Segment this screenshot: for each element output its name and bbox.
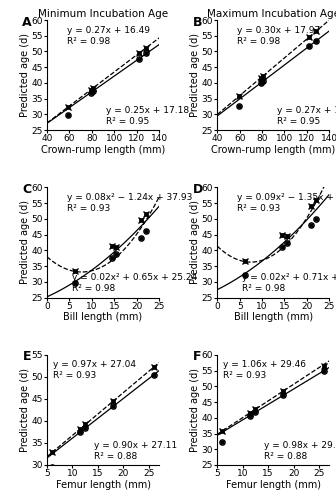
Text: y = 0.27x + 16.49: y = 0.27x + 16.49	[67, 26, 150, 35]
X-axis label: Femur length (mm): Femur length (mm)	[55, 480, 151, 490]
Text: B: B	[193, 16, 202, 28]
X-axis label: Crown-rump length (mm): Crown-rump length (mm)	[211, 144, 335, 154]
Text: y = 0.30x + 17.97: y = 0.30x + 17.97	[238, 26, 321, 35]
X-axis label: Bill length (mm): Bill length (mm)	[234, 312, 313, 322]
Text: R² = 0.88: R² = 0.88	[264, 452, 307, 461]
Text: A: A	[23, 16, 32, 28]
Text: y = 1.06x + 29.46: y = 1.06x + 29.46	[223, 360, 306, 370]
Y-axis label: Predicted age (d): Predicted age (d)	[20, 368, 30, 452]
Y-axis label: Predicted age (d): Predicted age (d)	[190, 368, 200, 452]
Text: R² = 0.95: R² = 0.95	[277, 117, 320, 126]
Title: Maximum Incubation Age: Maximum Incubation Age	[207, 9, 336, 19]
Text: R² = 0.98: R² = 0.98	[242, 284, 285, 294]
Text: R² = 0.98: R² = 0.98	[67, 36, 111, 46]
Text: R² = 0.93: R² = 0.93	[67, 204, 111, 213]
Y-axis label: Predicted age (d): Predicted age (d)	[190, 200, 200, 284]
Text: y = 0.97x + 27.04: y = 0.97x + 27.04	[53, 360, 136, 370]
Text: y = 0.90x + 27.11: y = 0.90x + 27.11	[94, 441, 177, 450]
Y-axis label: Predicted age (d): Predicted age (d)	[20, 200, 30, 284]
Text: R² = 0.95: R² = 0.95	[107, 117, 150, 126]
Text: F: F	[193, 350, 201, 364]
Text: R² = 0.98: R² = 0.98	[238, 36, 281, 46]
X-axis label: Crown-rump length (mm): Crown-rump length (mm)	[41, 144, 165, 154]
Text: C: C	[23, 183, 32, 196]
Text: E: E	[23, 350, 31, 364]
Text: y = 0.02x² + 0.71x + 27.51: y = 0.02x² + 0.71x + 27.51	[242, 274, 336, 282]
Text: y = 0.25x + 17.18: y = 0.25x + 17.18	[107, 106, 190, 115]
Text: R² = 0.93: R² = 0.93	[53, 372, 96, 380]
Title: Minimum Incubation Age: Minimum Incubation Age	[38, 9, 168, 19]
Y-axis label: Predicted age (d): Predicted age (d)	[190, 33, 200, 117]
Text: R² = 0.88: R² = 0.88	[94, 452, 137, 461]
Text: y = 0.08x² − 1.24x + 37.93: y = 0.08x² − 1.24x + 37.93	[67, 193, 193, 202]
Text: R² = 0.93: R² = 0.93	[238, 204, 281, 213]
Text: y = 0.98x + 29.55: y = 0.98x + 29.55	[264, 441, 336, 450]
Text: y = 0.02x² + 0.65x + 25.24: y = 0.02x² + 0.65x + 25.24	[72, 274, 197, 282]
X-axis label: Bill length (mm): Bill length (mm)	[64, 312, 142, 322]
Text: y = 0.27x + 18.72: y = 0.27x + 18.72	[277, 106, 336, 115]
Text: D: D	[193, 183, 203, 196]
X-axis label: Femur length (mm): Femur length (mm)	[226, 480, 321, 490]
Text: y = 0.09x² − 1.35x + 41.33: y = 0.09x² − 1.35x + 41.33	[238, 193, 336, 202]
Y-axis label: Predicted age (d): Predicted age (d)	[20, 33, 30, 117]
Text: R² = 0.93: R² = 0.93	[223, 372, 266, 380]
Text: R² = 0.98: R² = 0.98	[72, 284, 115, 294]
